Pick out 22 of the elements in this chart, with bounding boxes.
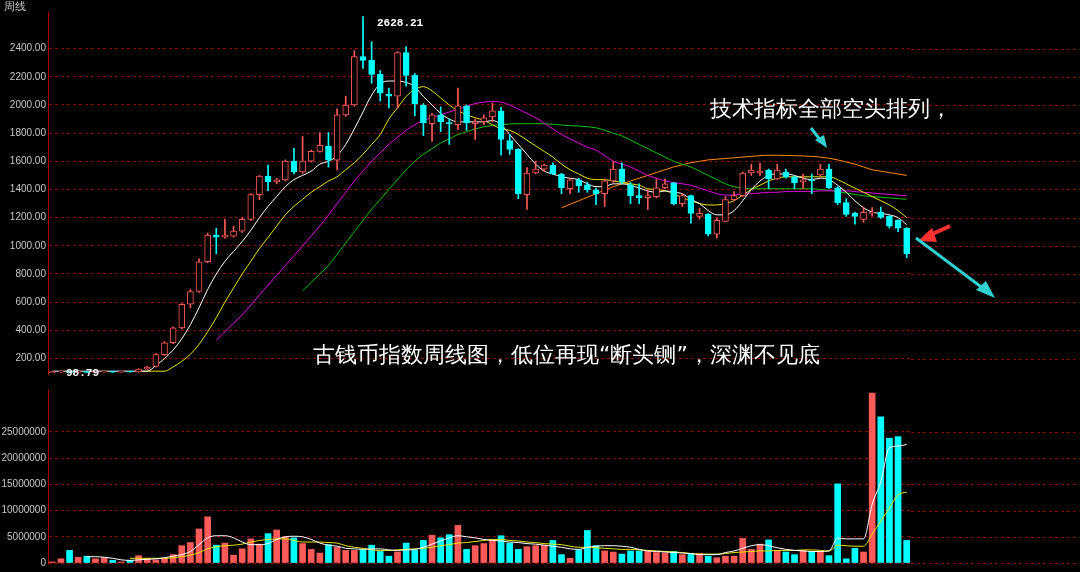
y-tick-label: 25000000 (1, 425, 47, 437)
y-tick-label: 2200.00 (9, 70, 47, 82)
y-tick-label: 400.00 (15, 324, 47, 336)
y-tick-label: 20000000 (1, 451, 47, 463)
y-tick-label: 1800.00 (9, 126, 47, 138)
y-tick-label: 0 (40, 556, 47, 568)
y-tick-label: 2400.00 (9, 42, 47, 54)
chart-title: 周线 (4, 0, 26, 14)
annotation: 技术指标全部空头排列， (709, 96, 952, 121)
y-tick-label: 800.00 (15, 267, 47, 279)
annotation: 2628.21 (377, 17, 424, 29)
y-tick-label: 1400.00 (9, 183, 47, 195)
y-tick-label: 2000.00 (9, 98, 47, 110)
y-tick-label: 10000000 (1, 504, 47, 516)
y-tick-label: 15000000 (1, 478, 47, 490)
y-tick-label: 5000000 (7, 530, 47, 542)
y-tick-label: 600.00 (15, 295, 47, 307)
y-tick-label: 200.00 (15, 352, 47, 364)
y-tick-label: 1200.00 (9, 211, 47, 223)
y-tick-label: 1600.00 (9, 155, 47, 167)
annotation: 古钱币指数周线图，低位再现“断头铡”，深渊不见底 (313, 342, 820, 367)
y-tick-label: 1000.00 (9, 239, 47, 251)
